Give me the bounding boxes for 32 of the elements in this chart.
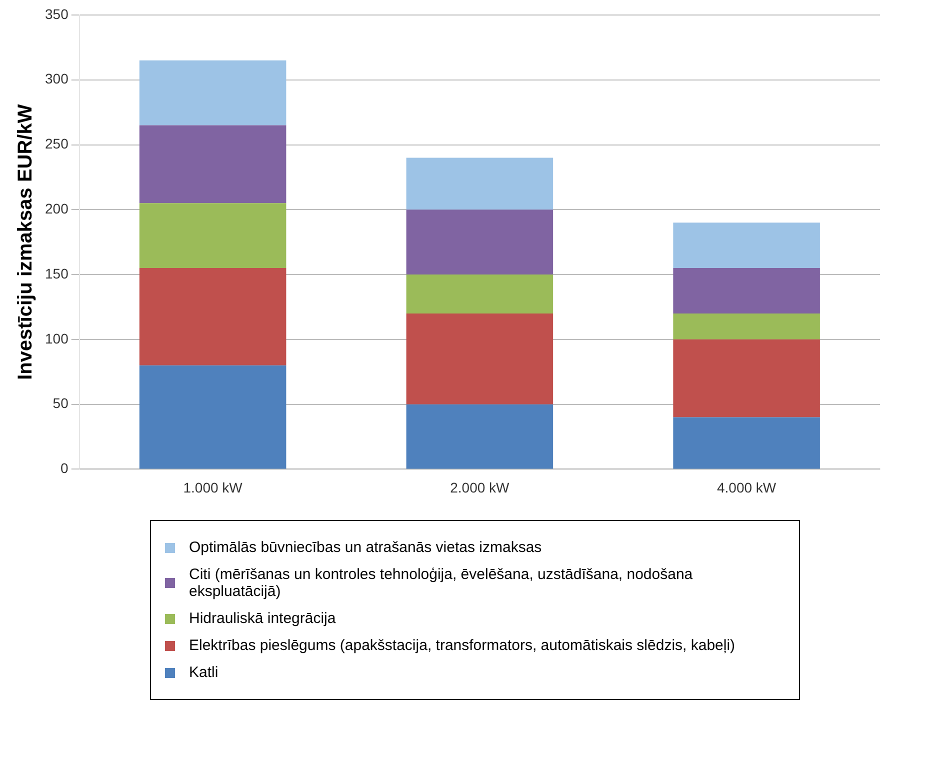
- legend-label: Hidrauliskā integrācija: [189, 610, 336, 627]
- legend-label: Optimālās būvniecības un atrašanās vietas izmaksas: [189, 539, 542, 556]
- y-tick-label: 100: [45, 330, 69, 346]
- bar: [139, 60, 286, 126]
- y-tick-label: 350: [45, 6, 69, 22]
- bar: [673, 222, 820, 268]
- legend-label: Katli: [189, 664, 218, 681]
- bar: [139, 203, 286, 268]
- y-tick-label: 200: [45, 200, 69, 217]
- y-axis-title: Investīciju izmaksas EUR/kW: [14, 104, 37, 380]
- bar: [406, 313, 554, 404]
- y-tick-label: 250: [45, 136, 69, 152]
- bar: [406, 210, 554, 275]
- bar: [673, 268, 820, 314]
- legend-label: Elektrības pieslēgums (apakšstacija, transformators, automātiskais slēdzis, kabeļi): [189, 637, 736, 654]
- x-tick-label: 2.000 kW: [450, 479, 510, 496]
- bar: [139, 268, 286, 366]
- bar: [406, 404, 554, 469]
- x-tick-label: 4.000 kW: [716, 479, 777, 496]
- bar: [406, 158, 554, 210]
- legend-label: Citi (mērīšanas un kontroles tehnoloģija, ēvelēšana, uzstādīšana, nodošana ekspluatācijā): [189, 566, 694, 600]
- bar: [139, 125, 286, 204]
- bar: [673, 417, 820, 469]
- bar: [673, 313, 820, 340]
- y-tick-label: 150: [45, 265, 69, 282]
- bar: [673, 339, 820, 418]
- y-tick-label: 300: [45, 70, 69, 87]
- y-tick-label: 0: [60, 460, 69, 476]
- bar: [406, 274, 554, 314]
- x-tick-label: 1.000 kW: [183, 479, 244, 496]
- bar: [139, 365, 286, 469]
- y-tick-label: 50: [52, 395, 69, 412]
